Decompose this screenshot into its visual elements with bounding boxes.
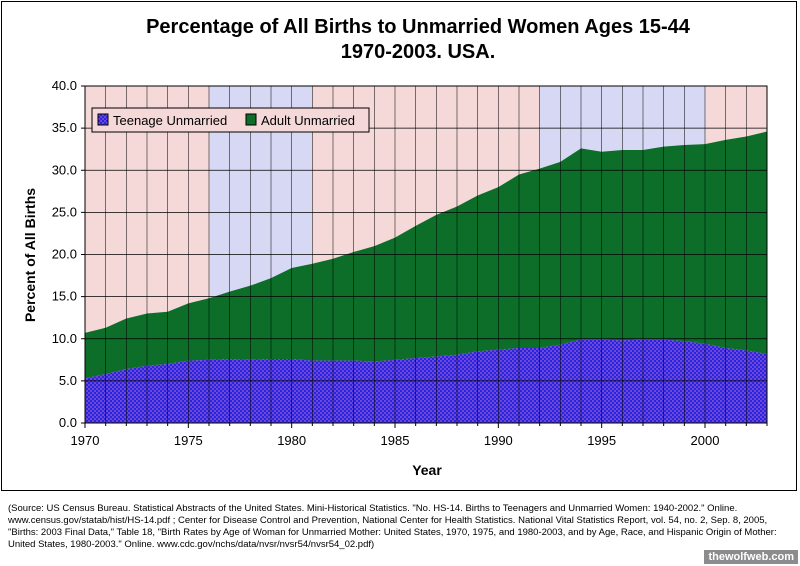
y-tick-label: 10.0 [52,331,77,346]
x-tick-label: 1995 [587,433,616,448]
y-tick-label: 30.0 [52,162,77,177]
y-axis-title: Percent of All Births [22,188,38,322]
y-tick-label: 40.0 [52,78,77,93]
legend-swatch-teenage [97,113,109,126]
x-axis-title: Year [412,462,442,478]
x-tick-label: 1985 [381,433,410,448]
legend-box [91,107,370,133]
legend: Teenage Unmarried Adult Unmarried [91,107,370,133]
x-tick-label: 1990 [484,433,513,448]
chart-svg: Percentage of All Births to Unmarried Wo… [22,16,768,478]
axes [81,85,768,428]
series-area-adult-unmarried [85,131,767,379]
x-tick-label: 1970 [71,433,100,448]
x-tick-label: 1980 [277,433,306,448]
chart-title-line2: 1970-2003. USA. [341,41,496,63]
stacked-areas [85,131,767,423]
watermark: thewolfweb.com [704,550,798,564]
y-tick-label: 25.0 [52,204,77,219]
legend-label-teenage: Teenage Unmarried [113,113,227,128]
legend-label-adult: Adult Unmarried [261,113,355,128]
chart-title-line1: Percentage of All Births to Unmarried Wo… [146,16,691,38]
tick-labels: 0.0 5.0 10.0 15.0 20.0 25.0 30.0 35.0 40.0 1970 19… [52,78,720,448]
legend-swatch-adult [245,113,257,126]
series-area-teenage-unmarried [85,339,767,423]
x-tick-label: 2000 [691,433,720,448]
y-tick-label: 5.0 [59,373,77,388]
y-tick-label: 20.0 [52,247,77,262]
y-tick-label: 0.0 [59,415,77,430]
source-note: (Source: US Census Bureau. Statistical A… [8,503,777,550]
y-tick-label: 35.0 [52,120,77,135]
y-tick-label: 15.0 [52,289,77,304]
x-tick-label: 1975 [174,433,203,448]
grid-lines [85,86,767,423]
